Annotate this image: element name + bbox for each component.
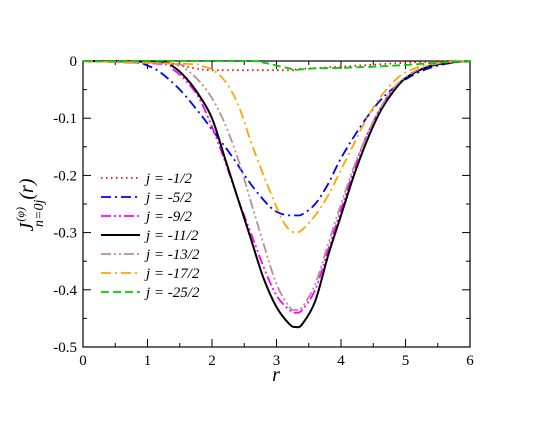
series-line-1 — [82, 60, 471, 217]
series-line-3 — [82, 60, 471, 329]
x-tick-label: 1 — [144, 353, 152, 369]
x-tick-label: 2 — [208, 353, 216, 369]
y-tick-label: -0.1 — [53, 111, 77, 127]
series-line-6 — [82, 59, 471, 71]
x-tick-label: 6 — [466, 353, 474, 369]
y-tick-label: 0 — [70, 54, 78, 70]
legend: j = -1/2 j = -5/2 j = -9/2 j = -11/2 j = -13… — [101, 171, 200, 301]
y-label-subscript: n=0j — [32, 200, 47, 227]
series-curves — [82, 59, 471, 329]
series-line-5 — [82, 60, 471, 234]
legend-label-6: j = -25/2 — [144, 285, 200, 301]
y-tick-label: -0.2 — [53, 168, 77, 184]
y-tick-label: -0.4 — [53, 283, 77, 299]
legend-label-1: j = -5/2 — [144, 190, 192, 206]
y-label-superscript: (φ) — [13, 207, 27, 222]
legend-label-5: j = -17/2 — [144, 266, 200, 282]
y-tick-label: -0.3 — [53, 226, 77, 242]
x-tick-label: 5 — [402, 353, 410, 369]
plot-frame — [82, 60, 471, 348]
y-label-argument: (r) — [16, 178, 38, 199]
x-tick-label: 4 — [337, 353, 345, 369]
legend-label-0: j = -1/2 — [144, 171, 192, 187]
series-line-4 — [82, 60, 471, 311]
x-tick-label: 3 — [273, 353, 281, 369]
y-tick-label: -0.5 — [53, 340, 77, 356]
y-label-base: J — [16, 221, 38, 231]
svg-text:J(φ)n=0j(r): J(φ) n=0j(r) — [13, 178, 47, 231]
legend-label-3: j = -11/2 — [144, 228, 199, 244]
x-tick-label: 0 — [79, 353, 87, 369]
legend-label-4: j = -13/2 — [144, 247, 200, 263]
series-line-2 — [82, 60, 471, 314]
x-axis-label: r — [272, 364, 280, 386]
legend-label-2: j = -9/2 — [144, 209, 192, 225]
y-axis-label: J(φ) n=0j(r) — [13, 178, 47, 231]
axis-ticks: 0 1 2 3 4 5 6 0 -0.1 -0.2 -0.3 -0.4 -0.5 — [53, 54, 474, 369]
